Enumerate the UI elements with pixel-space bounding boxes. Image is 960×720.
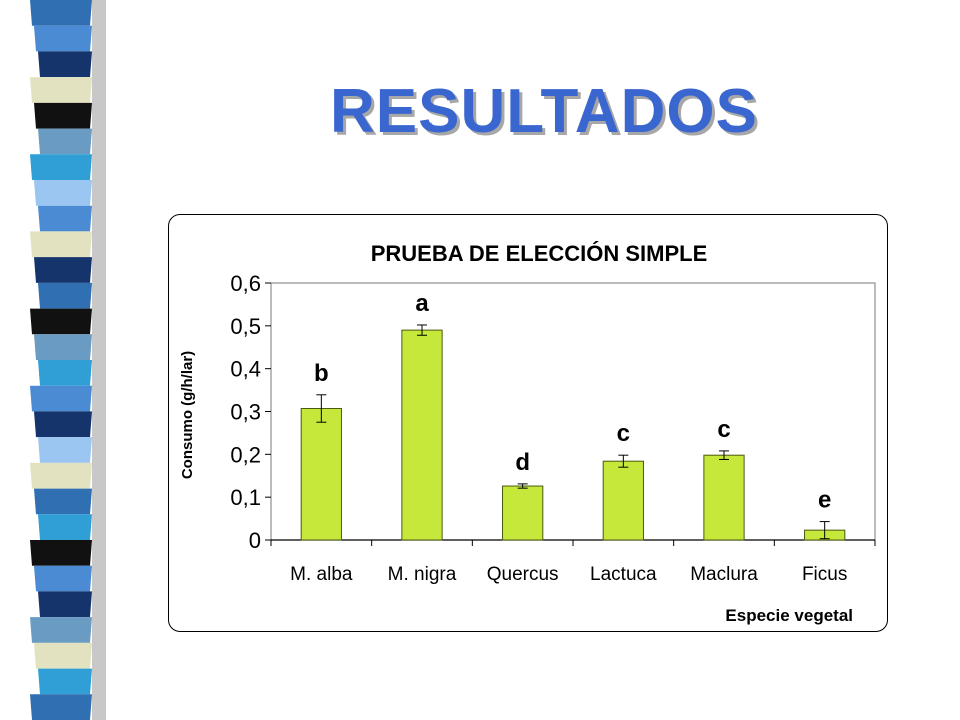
strip-block (30, 154, 92, 180)
strip-shadow (92, 0, 106, 720)
x-tick-label: Maclura (690, 564, 758, 585)
strip-block (38, 668, 92, 695)
strip-block (34, 180, 92, 206)
strip-block (34, 488, 92, 515)
strip-block (38, 282, 92, 309)
x-axis-label: Especie vegetal (725, 606, 853, 625)
chart-frame: PRUEBA DE ELECCIÓN SIMPLE Especie vegeta… (168, 214, 888, 632)
bar (300, 408, 342, 541)
x-tick-label: Quercus (487, 564, 559, 585)
strip-block (34, 25, 92, 52)
strip-block (30, 385, 92, 412)
strip-block (34, 102, 92, 129)
decorative-side-strip (30, 0, 106, 720)
y-tick-label: 0,6 (230, 271, 261, 296)
significance-letter: e (818, 487, 831, 514)
y-axis-label: Consumo (g/h/lar) (179, 351, 196, 479)
plot-border (270, 282, 876, 541)
bar (401, 329, 443, 541)
strip-block (30, 0, 92, 26)
strip-block (30, 617, 92, 643)
x-tick-label: M. alba (290, 564, 353, 585)
strip-block (38, 514, 92, 540)
strip-block (30, 77, 92, 103)
bar-chart: PRUEBA DE ELECCIÓN SIMPLE Especie vegeta… (179, 241, 876, 625)
x-tick-label: M. nigra (388, 564, 457, 585)
strip-block (30, 308, 92, 335)
x-tick-label: Ficus (802, 564, 847, 585)
x-tick-label: Lactuca (590, 564, 657, 585)
strip-block (30, 462, 92, 489)
plot-area: 0 0,1 0,2 0,3 0,4 0,5 0,6 b M. alba a M. nigra d Que… (230, 271, 876, 585)
slide-title: RESULTADOS (330, 77, 758, 146)
strip-block (34, 642, 92, 669)
strip-block (38, 360, 92, 386)
significance-letter: a (415, 290, 429, 317)
significance-letter: d (515, 449, 530, 476)
chart-title: PRUEBA DE ELECCIÓN SIMPLE (371, 241, 708, 266)
significance-letter: c (617, 420, 630, 447)
strip-block (30, 231, 92, 258)
bar (703, 454, 745, 541)
y-tick-label: 0,1 (230, 485, 261, 510)
strip-block (34, 565, 92, 592)
y-tick-label: 0,4 (230, 357, 261, 382)
strip-block (38, 128, 92, 155)
strip-block (34, 411, 92, 438)
bar (602, 460, 644, 541)
y-tick-label: 0,2 (230, 442, 261, 467)
strip-block (30, 540, 92, 566)
strip-block (30, 694, 92, 720)
y-tick-label: 0,3 (230, 400, 261, 425)
significance-letter: c (717, 416, 730, 443)
y-tick-label: 0,5 (230, 314, 261, 339)
strip-block (38, 205, 92, 232)
strip-block (38, 591, 92, 618)
strip-block (34, 257, 92, 283)
significance-letter: b (314, 360, 329, 387)
strip-block (34, 334, 92, 360)
bar (502, 485, 544, 541)
strip-block (38, 51, 92, 78)
strip-block (38, 437, 92, 463)
y-tick-label: 0 (249, 528, 261, 553)
